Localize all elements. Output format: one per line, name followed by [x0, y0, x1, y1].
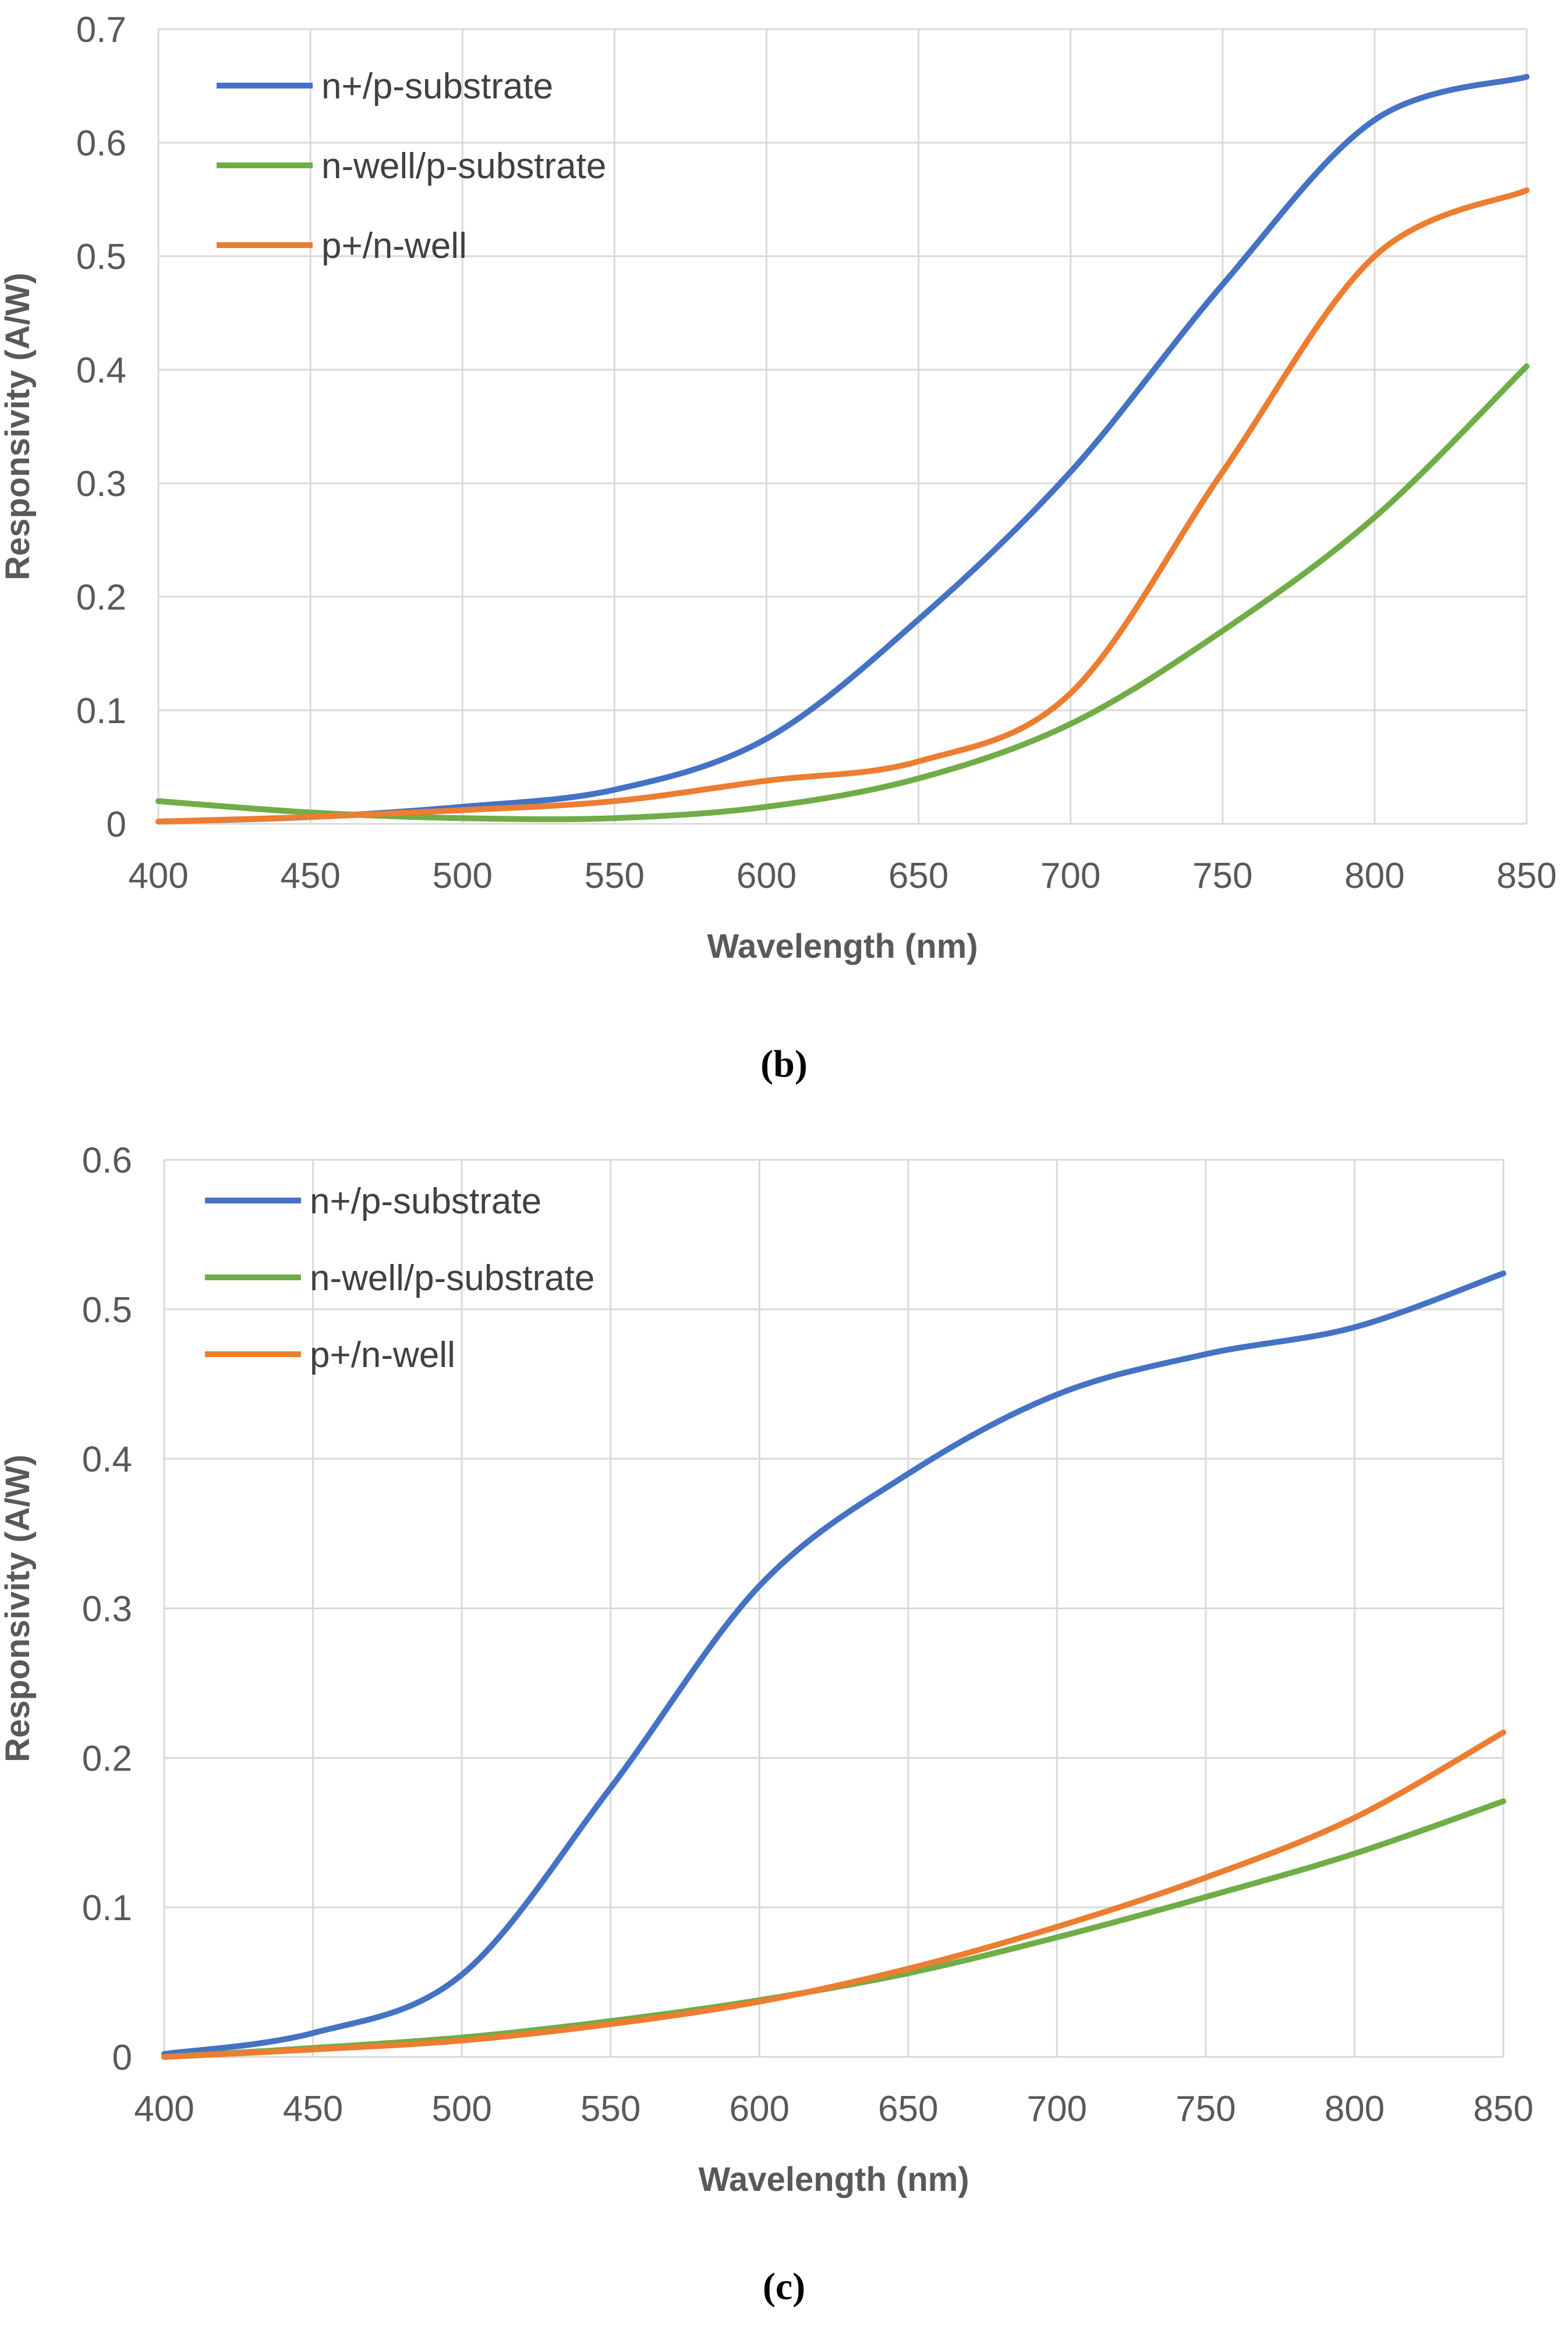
chart-c-svg: 0 0.1 0.2 0.3 0.4 0.5 0.6 400 450 500 550 600 650 700…: [0, 1141, 1534, 2198]
y-tick-label: 0.6: [76, 123, 126, 164]
y-tick-label: 0.4: [82, 1440, 132, 1480]
y-tick-label: 0.1: [76, 691, 126, 731]
x-tick-label: 550: [585, 856, 645, 896]
x-tick-label: 500: [432, 856, 492, 896]
series-line-1: [155, 363, 1530, 823]
y-tick-label: 0.6: [82, 1141, 132, 1181]
y-tick-label: 0.2: [76, 578, 126, 618]
x-tick-label: 450: [283, 2089, 343, 2129]
x-tick-label: 800: [1344, 856, 1404, 896]
x-tick-label: 550: [581, 2089, 640, 2129]
chart-panel-b: 0 0.1 0.2 0.3 0.4 0.5 0.6 0.7 400 450 500 550 600 650…: [0, 0, 1568, 1129]
x-tick-label: 600: [729, 2089, 789, 2129]
y-axis-title: Responsivity (A/W): [0, 272, 37, 580]
x-tick-label: 400: [128, 856, 188, 896]
legend-label: p+/n-well: [310, 1335, 455, 1375]
y-tick-label: 0.2: [82, 1738, 132, 1779]
x-tick-label: 850: [1473, 2089, 1533, 2129]
x-tick-label: 500: [431, 2089, 491, 2129]
x-tick-label: 700: [1027, 2089, 1087, 2129]
y-tick-label: 0: [107, 805, 126, 845]
y-axis-title: Responsivity (A/W): [0, 1454, 37, 1762]
legend-label: n-well/p-substrate: [310, 1258, 594, 1298]
series-line-2: [161, 1729, 1506, 2060]
y-tick-label: 0.5: [76, 237, 126, 277]
series-line-0: [161, 1270, 1506, 2057]
x-tick-label: 800: [1325, 2089, 1385, 2129]
x-tick-label: 650: [889, 856, 948, 896]
y-tick-label: 0: [112, 2038, 132, 2078]
caption-b: (b): [760, 1043, 808, 1085]
series-line-2: [155, 187, 1530, 825]
legend-label: n+/p-substrate: [310, 1181, 541, 1221]
x-tick-label: 650: [878, 2089, 938, 2129]
caption-c: (c): [762, 2265, 806, 2308]
chart-panel-c: 0 0.1 0.2 0.3 0.4 0.5 0.6 400 450 500 550 600 650 700…: [0, 1129, 1568, 2337]
x-tick-label: 400: [134, 2089, 194, 2129]
x-tick-label: 700: [1040, 856, 1100, 896]
x-axis-title: Wavelength (nm): [698, 2161, 969, 2198]
legend-label: p+/n-well: [321, 226, 467, 266]
y-tick-label: 0.4: [76, 350, 126, 391]
y-tick-label: 0.1: [82, 1888, 132, 1928]
y-tick-label: 0.3: [82, 1589, 132, 1630]
legend-label: n-well/p-substrate: [321, 146, 606, 186]
legend-label: n+/p-substrate: [321, 66, 553, 107]
x-tick-label: 600: [737, 856, 797, 896]
x-axis-title: Wavelength (nm): [707, 927, 978, 965]
x-tick-label: 450: [280, 856, 340, 896]
x-tick-label: 750: [1176, 2089, 1236, 2129]
x-tick-label: 750: [1192, 856, 1252, 896]
x-tick-label: 850: [1496, 856, 1556, 896]
y-tick-label: 0.3: [76, 464, 126, 504]
chart-b-svg: 0 0.1 0.2 0.3 0.4 0.5 0.6 0.7 400 450 500 550 600 650…: [0, 10, 1557, 965]
y-tick-label: 0.5: [82, 1290, 132, 1330]
y-tick-label: 0.7: [76, 10, 126, 50]
